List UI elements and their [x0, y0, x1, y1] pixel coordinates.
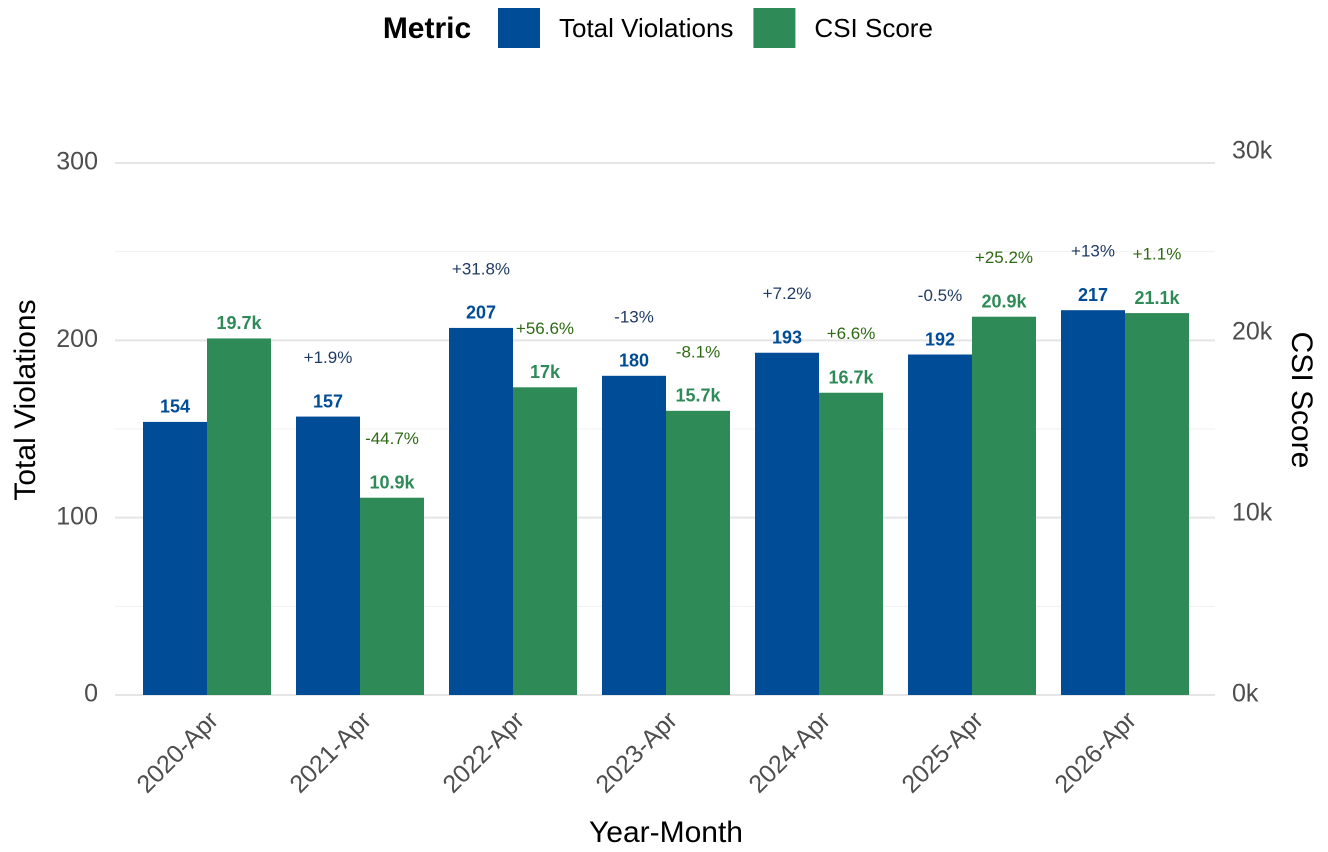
change-label: -44.7% [365, 429, 419, 448]
bar [360, 497, 424, 695]
change-label: +31.8% [452, 259, 510, 278]
data-label: 10.9k [369, 472, 415, 492]
bar [296, 416, 360, 695]
bar [755, 352, 819, 695]
y-tick-label: 200 [56, 325, 98, 353]
legend-label: CSI Score [814, 13, 933, 43]
data-label: 192 [925, 329, 955, 349]
data-label: 180 [619, 351, 649, 371]
data-label: 16.7k [828, 367, 874, 387]
y-axis-title: Total Violations [9, 299, 42, 500]
x-tick-label: 2022-Apr [437, 706, 530, 799]
y2-axis-title: CSI Score [1285, 332, 1318, 469]
x-tick-label: 2025-Apr [896, 706, 989, 799]
legend-swatch [498, 8, 540, 48]
data-label: 193 [772, 327, 802, 347]
y2-tick-label: 10k [1232, 499, 1273, 527]
change-label: +7.2% [763, 284, 812, 303]
x-tick-label: 2021-Apr [284, 706, 377, 799]
bar [449, 327, 513, 695]
change-label: +1.1% [1133, 245, 1182, 264]
x-tick-label: 2026-Apr [1049, 706, 1142, 799]
y2-tick-label: 30k [1232, 137, 1273, 165]
y2-tick-label: 20k [1232, 318, 1273, 346]
x-tick-label: 2023-Apr [590, 706, 683, 799]
bar [602, 375, 666, 695]
bar [666, 410, 730, 695]
y-tick-label: 300 [56, 148, 98, 176]
data-label: 15.7k [675, 386, 721, 406]
legend-swatch [753, 8, 796, 48]
data-label: 207 [466, 303, 496, 323]
bar [513, 387, 577, 695]
change-label: +13% [1071, 242, 1115, 261]
bar [143, 421, 207, 695]
data-label: 20.9k [981, 291, 1027, 311]
change-label: -0.5% [918, 286, 962, 305]
change-label: -13% [614, 307, 654, 326]
data-label: 154 [160, 397, 190, 417]
legend-label: Total Violations [559, 13, 733, 43]
change-label: +1.9% [304, 348, 353, 367]
bar [819, 392, 883, 695]
y-tick-label: 100 [56, 502, 98, 530]
y-tick-label: 0 [84, 680, 98, 708]
data-label: 19.7k [216, 313, 262, 333]
bar [972, 316, 1036, 695]
bar [908, 354, 972, 695]
x-axis-title: Year-Month [589, 816, 743, 849]
change-label: +56.6% [516, 319, 574, 338]
change-label: +25.2% [975, 248, 1033, 267]
data-label: 157 [313, 391, 343, 411]
data-label: 21.1k [1134, 288, 1180, 308]
data-label: 217 [1078, 285, 1108, 305]
data-label: 17k [530, 362, 561, 382]
change-label: -8.1% [676, 342, 720, 361]
x-tick-label: 2024-Apr [743, 706, 836, 799]
x-tick-label: 2020-Apr [131, 706, 224, 799]
bar [1125, 313, 1189, 695]
bar [1061, 310, 1125, 695]
bar [207, 338, 271, 695]
legend-title: Metric [383, 12, 471, 45]
y2-tick-label: 0k [1232, 680, 1259, 708]
change-label: +6.6% [827, 324, 876, 343]
